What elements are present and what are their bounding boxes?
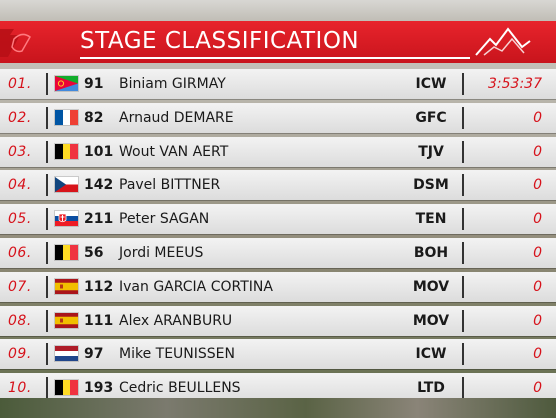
- rank-label: 05.: [8, 211, 32, 227]
- rider-name: Ivan GARCIA CORTINA: [119, 279, 273, 295]
- rider-name: Biniam GIRMAY: [119, 76, 226, 92]
- column-divider: [462, 107, 464, 129]
- column-divider: [462, 310, 464, 332]
- background-sky: [0, 0, 556, 22]
- belgium-flag-icon: [55, 380, 78, 395]
- belgium-flag-icon: [55, 245, 78, 260]
- table-row: 02. 82 Arnaud DEMARE GFC 0: [0, 103, 556, 133]
- classification-header: STAGE CLASSIFICATION: [0, 21, 556, 63]
- team-code: MOV: [412, 279, 450, 295]
- table-row: 06. 56 Jordi MEEUS BOH 0: [0, 238, 556, 268]
- team-code: LTD: [417, 380, 445, 396]
- time-gap: 0: [533, 313, 542, 329]
- column-divider: [46, 276, 48, 298]
- time-gap: 0: [533, 346, 542, 362]
- column-divider: [462, 174, 464, 196]
- time-gap: 0: [533, 279, 542, 295]
- column-divider: [46, 141, 48, 163]
- mountain-icon: [475, 27, 531, 56]
- rank-label: 01.: [8, 76, 32, 92]
- team-code: ICW: [415, 76, 447, 92]
- rider-name: Arnaud DEMARE: [119, 110, 234, 126]
- czechia-flag-icon: [55, 177, 78, 192]
- table-row: 05. 211 Peter SAGAN TEN 0: [0, 204, 556, 234]
- rider-name: Cedric BEULLENS: [119, 380, 241, 396]
- bib-number: 91: [84, 76, 104, 92]
- column-divider: [462, 73, 464, 95]
- bib-number: 97: [84, 346, 104, 362]
- title-underline: [80, 57, 470, 59]
- column-divider: [462, 343, 464, 365]
- time-gap: 0: [533, 144, 542, 160]
- rank-label: 09.: [8, 346, 32, 362]
- bib-number: 112: [84, 279, 114, 295]
- time-gap: 3:53:37: [488, 76, 542, 92]
- rank-label: 07.: [8, 279, 32, 295]
- time-gap: 0: [533, 110, 542, 126]
- team-code: MOV: [412, 313, 450, 329]
- bib-number: 142: [84, 177, 114, 193]
- rank-label: 06.: [8, 245, 32, 261]
- rank-label: 08.: [8, 313, 32, 329]
- team-code: BOH: [413, 245, 449, 261]
- rank-label: 04.: [8, 177, 32, 193]
- team-code: TJV: [418, 144, 444, 160]
- column-divider: [46, 242, 48, 264]
- bib-number: 101: [84, 144, 114, 160]
- belgium-flag-icon: [55, 144, 78, 159]
- slovakia-flag-icon: [55, 211, 78, 226]
- column-divider: [46, 73, 48, 95]
- column-divider: [46, 107, 48, 129]
- table-row: 07. 112 Ivan GARCIA CORTINA MOV 0: [0, 272, 556, 302]
- column-divider: [462, 208, 464, 230]
- column-divider: [46, 310, 48, 332]
- rank-label: 03.: [8, 144, 32, 160]
- netherlands-flag-icon: [55, 346, 78, 361]
- bib-number: 193: [84, 380, 114, 396]
- spain-flag-icon: [55, 279, 78, 294]
- team-code: TEN: [415, 211, 447, 227]
- rider-name: Mike TEUNISSEN: [119, 346, 235, 362]
- column-divider: [462, 242, 464, 264]
- background-ground: [0, 398, 556, 418]
- rank-label: 02.: [8, 110, 32, 126]
- rider-name: Jordi MEEUS: [119, 245, 204, 261]
- france-flag-icon: [55, 110, 78, 125]
- page-title: STAGE CLASSIFICATION: [80, 28, 360, 54]
- column-divider: [462, 141, 464, 163]
- time-gap: 0: [533, 211, 542, 227]
- time-gap: 0: [533, 380, 542, 396]
- bib-number: 56: [84, 245, 104, 261]
- table-row: 08. 111 Alex ARANBURU MOV 0: [0, 306, 556, 336]
- rider-name: Peter SAGAN: [119, 211, 210, 227]
- time-gap: 0: [533, 245, 542, 261]
- rider-name: Wout VAN AERT: [119, 144, 229, 160]
- team-code: GFC: [415, 110, 447, 126]
- column-divider: [46, 174, 48, 196]
- race-logo-icon: [0, 29, 31, 57]
- eritrea-flag-icon: [55, 76, 78, 91]
- bib-number: 111: [84, 313, 114, 329]
- table-row: 01. 91 Biniam GIRMAY ICW 3:53:37: [0, 69, 556, 99]
- table-row: 03. 101 Wout VAN AERT TJV 0: [0, 137, 556, 167]
- bib-number: 211: [84, 211, 114, 227]
- time-gap: 0: [533, 177, 542, 193]
- column-divider: [46, 377, 48, 399]
- column-divider: [46, 343, 48, 365]
- table-row: 04. 142 Pavel BITTNER DSM 0: [0, 170, 556, 200]
- bib-number: 82: [84, 110, 104, 126]
- spain-flag-icon: [55, 313, 78, 328]
- column-divider: [462, 377, 464, 399]
- rider-name: Pavel BITTNER: [119, 177, 221, 193]
- team-code: ICW: [415, 346, 447, 362]
- table-row: 09. 97 Mike TEUNISSEN ICW 0: [0, 339, 556, 369]
- column-divider: [462, 276, 464, 298]
- rider-name: Alex ARANBURU: [119, 313, 233, 329]
- rank-label: 10.: [8, 380, 32, 396]
- column-divider: [46, 208, 48, 230]
- team-code: DSM: [413, 177, 449, 193]
